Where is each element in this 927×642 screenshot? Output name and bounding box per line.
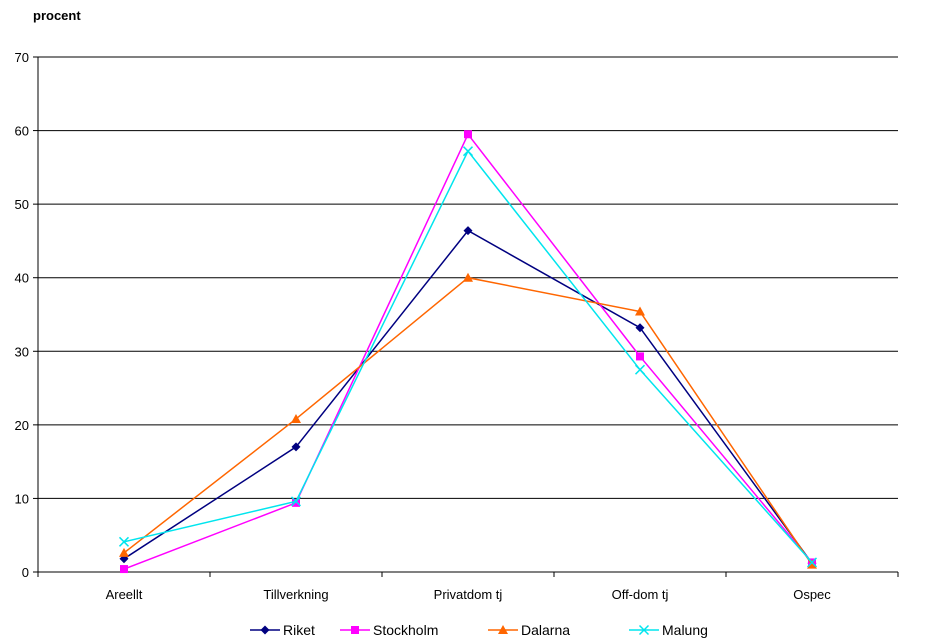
y-tick-labels: 0 10 20 30 40 50 60 70 [15,50,29,580]
point-dalarna-2 [463,272,473,282]
point-stockholm-2 [464,130,472,139]
legend-label-dalarna: Dalarna [521,622,570,638]
y-axis-title: procent [33,8,81,23]
legend-label-riket: Riket [283,622,315,638]
legend-item-stockholm: Stockholm [340,622,438,638]
y-tick-label-7: 70 [15,50,29,65]
y-tick-label-6: 60 [15,124,29,139]
point-dalarna-1 [291,413,301,423]
legend-item-dalarna: Dalarna [488,622,570,638]
legend-item-riket: Riket [250,622,315,638]
series-line-malung [123,149,813,563]
y-tick-label-1: 10 [15,491,29,506]
x-tick-label-3: Off-dom tj [612,587,669,602]
point-stockholm-1 [292,498,300,507]
legend-item-malung: Malung [629,622,708,638]
point-malung-4 [806,557,818,568]
point-malung-3 [634,364,646,375]
series-lines [118,130,818,574]
point-malung-2-stroke-b [462,146,474,157]
point-riket-1 [291,442,301,452]
y-tick-label-0: 0 [22,565,29,580]
legend-marker-malung [638,624,650,636]
legend-label-stockholm: Stockholm [373,622,438,638]
series-dalarna [119,272,817,569]
y-tick-label-2: 20 [15,418,29,433]
point-riket-2 [463,226,473,236]
y-tick-label-5: 50 [15,197,29,212]
legend-marker-dalarna [498,625,508,634]
point-malung-4-stroke-b [806,557,818,568]
legend-label-malung: Malung [662,622,708,638]
point-dalarna-4 [807,559,817,569]
point-dalarna-0 [119,547,129,557]
legend-marker-malung-stroke-b [638,624,650,636]
point-malung-3-stroke-b [634,364,646,375]
point-stockholm-0 [120,565,128,574]
legend: Riket Stockholm Dalarna Malung [250,622,708,638]
point-malung-0 [118,536,130,547]
point-malung-1-stroke-b [290,496,302,507]
x-tick-label-4: Ospec [793,587,831,602]
x-tick-label-0: Areellt [106,587,143,602]
x-tick-label-2: Privatdom tj [434,587,503,602]
y-tick-label-3: 30 [15,344,29,359]
axes [33,56,899,577]
point-malung-2 [462,146,474,157]
point-malung-1 [290,496,302,507]
point-malung-0-stroke-b [118,536,130,547]
legend-marker-riket [260,625,270,635]
series-malung [118,146,818,568]
point-dalarna-3 [635,306,645,316]
point-stockholm-3 [636,352,644,361]
x-tick-label-1: Tillverkning [263,587,328,602]
legend-marker-stockholm [351,626,359,634]
point-riket-3 [635,323,645,333]
y-tick-label-4: 40 [15,271,29,286]
x-tick-labels: Areellt Tillverkning Privatdom tj Off-dom t… [106,587,832,602]
